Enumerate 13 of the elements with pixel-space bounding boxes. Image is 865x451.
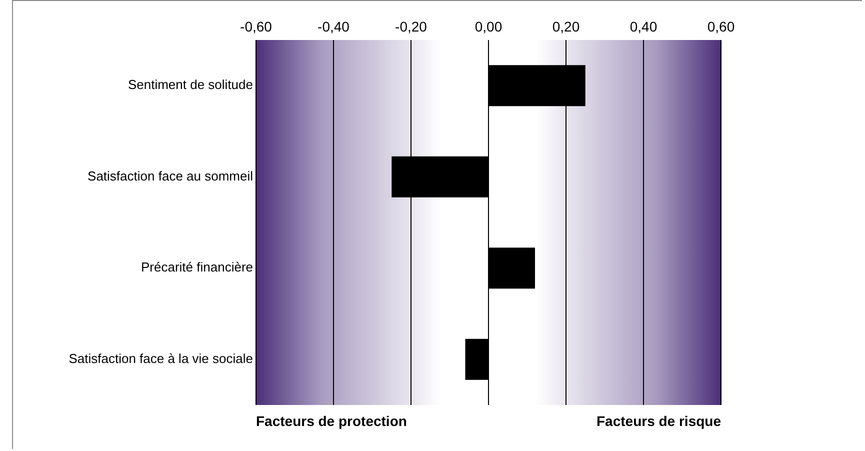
y-tick-label: Satisfaction face à la vie sociale	[68, 350, 253, 366]
x-tick-label: -0,20	[395, 18, 428, 34]
text: Facteurs de protection	[256, 412, 407, 429]
y-tick-label: Sentiment de solitude	[128, 77, 253, 92]
x-tick-label: 0,40	[630, 18, 658, 34]
y-tick-label: Précarité financière	[141, 260, 253, 275]
x-tick-label: 0,00	[474, 18, 502, 34]
text: Facteurs de risque	[596, 412, 722, 429]
x-tick-label: 0,60	[707, 18, 735, 34]
y-tick-label: Satisfaction face au sommeil	[88, 168, 254, 184]
x-tick-label: -0,40	[318, 18, 350, 34]
x-tick-label: -0,60	[240, 18, 272, 34]
x-tick-label: 0,20	[552, 18, 580, 34]
